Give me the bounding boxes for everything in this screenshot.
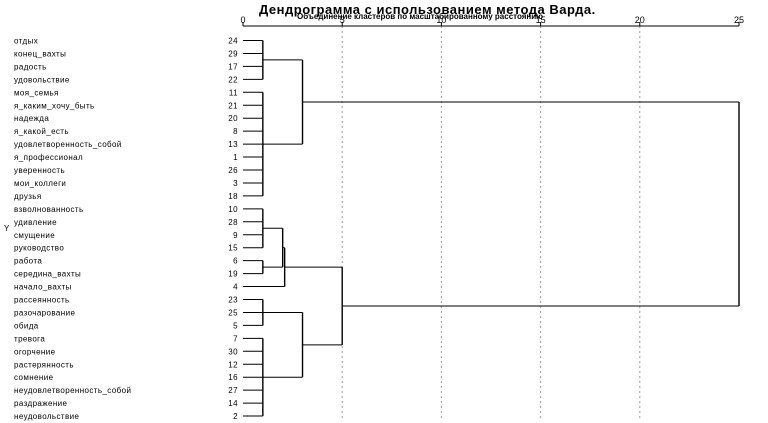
leaf-label: работа [14, 257, 42, 266]
leaf-label: удивление [14, 218, 57, 227]
leaf-label: отдых [14, 37, 38, 46]
leaf-case-number: 22 [228, 75, 238, 84]
x-tick-label: 5 [340, 15, 345, 25]
leaf-case-number: 19 [228, 270, 238, 279]
x-tick-label: 0 [240, 15, 245, 25]
leaf-case-number: 17 [228, 62, 238, 71]
leaf-label: надежда [14, 114, 49, 123]
leaf-label: конец_вахты [14, 49, 66, 58]
leaf-case-number: 7 [233, 334, 238, 343]
leaf-label: радость [14, 62, 47, 71]
leaf-case-number: 2 [233, 412, 238, 421]
leaf-case-number: 4 [233, 283, 238, 292]
leaf-case-number: 30 [228, 347, 238, 356]
leaf-case-number: 14 [228, 399, 238, 408]
leaf-label: разочарование [14, 308, 75, 317]
leaf-label: я_профессионал [14, 153, 83, 162]
leaf-label: середина_вахты [14, 270, 81, 279]
leaf-case-number: 15 [228, 244, 238, 253]
leaf-case-number: 29 [228, 49, 238, 58]
leaf-case-number: 12 [228, 360, 238, 369]
leaf-case-number: 20 [228, 114, 238, 123]
leaf-label: тревога [14, 334, 45, 343]
leaf-label: неудовольствие [14, 412, 79, 421]
leaf-case-number: 3 [233, 179, 238, 188]
leaf-label: рассеянность [14, 296, 70, 305]
leaf-case-number: 28 [228, 218, 238, 227]
leaf-label: обида [14, 321, 39, 330]
leaf-label: начало_вахты [14, 283, 72, 292]
leaf-label: взволнованность [14, 205, 84, 214]
leaf-case-number: 24 [228, 37, 238, 46]
leaf-case-number: 21 [228, 101, 238, 110]
leaf-label: уверенность [14, 166, 65, 175]
x-axis: 0 5 10 15 20 25 [240, 15, 744, 27]
leaf-label: смущение [14, 231, 55, 240]
leaf-case-number: 6 [233, 257, 238, 266]
leaf-case-number: 18 [228, 192, 238, 201]
leaf-label: мои_коллеги [14, 179, 66, 188]
leaf-case-number: 25 [228, 308, 238, 317]
leaf-label: моя_семья [14, 88, 59, 97]
x-tick-label: 25 [734, 15, 744, 25]
leaf-case-number: 5 [233, 321, 238, 330]
leaf-case-number: 11 [229, 88, 238, 97]
leaf-case-number: 23 [228, 296, 238, 305]
leaf-case-number: 8 [233, 127, 238, 136]
leaf-label: руководство [14, 244, 64, 253]
leaf-label: удовлетворенность_собой [14, 140, 122, 149]
leaf-label: я_какой_есть [14, 127, 69, 136]
leaf-case-number: 9 [233, 231, 238, 240]
chart-subtitle: Объединение кластеров по масштабированно… [297, 12, 543, 21]
leaf-label: огорчение [14, 347, 56, 356]
x-tick-label: 15 [536, 15, 546, 25]
leaf-case-number: 1 [233, 153, 238, 162]
leaf-case-number: 10 [228, 205, 238, 214]
x-tick-label: 10 [436, 15, 446, 25]
leaf-case-number: 13 [228, 140, 238, 149]
leaf-label: друзья [14, 192, 42, 201]
x-tick-label: 20 [635, 15, 645, 25]
dendrogram-branches [243, 40, 740, 417]
leaf-case-number: 16 [228, 373, 238, 382]
grid-layer [341, 26, 641, 418]
y-axis-label: Y [4, 224, 10, 233]
chart-title: Дендрограмма с использованием метода Вар… [259, 2, 596, 17]
leaf-label: растерянность [14, 360, 74, 369]
leaf-label: раздражение [14, 399, 68, 408]
leaf-label: я_каким_хочу_быть [14, 101, 95, 110]
leaf-label: удовольствие [14, 75, 70, 84]
leaf-case-number: 27 [228, 386, 238, 395]
leaf-case-number: 26 [228, 166, 238, 175]
leaf-label: сомнение [14, 373, 54, 382]
leaf-label: неудовлетворенность_собой [14, 386, 131, 395]
